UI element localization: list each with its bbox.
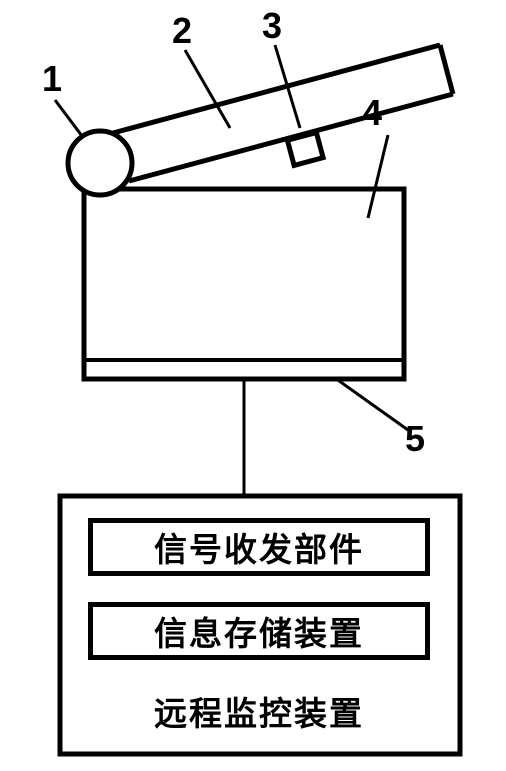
label-5: 5 — [405, 418, 425, 460]
remote-monitor-text: 远程监控装置 — [88, 686, 430, 736]
label-4: 4 — [362, 92, 382, 134]
small-box — [287, 133, 323, 166]
pivot-circle — [68, 131, 132, 195]
signal-transceiver-box: 信号收发部件 — [88, 518, 430, 576]
leader-2 — [185, 50, 230, 128]
label-3: 3 — [262, 5, 282, 47]
info-storage-box: 信息存储装置 — [88, 602, 430, 660]
label-1: 1 — [42, 58, 62, 100]
main-box — [84, 189, 404, 379]
lever-end — [440, 45, 453, 94]
lever-top — [113, 45, 440, 133]
leader-4 — [368, 135, 388, 218]
label-2: 2 — [172, 10, 192, 52]
leader-1 — [55, 100, 82, 136]
leader-5 — [335, 378, 408, 430]
